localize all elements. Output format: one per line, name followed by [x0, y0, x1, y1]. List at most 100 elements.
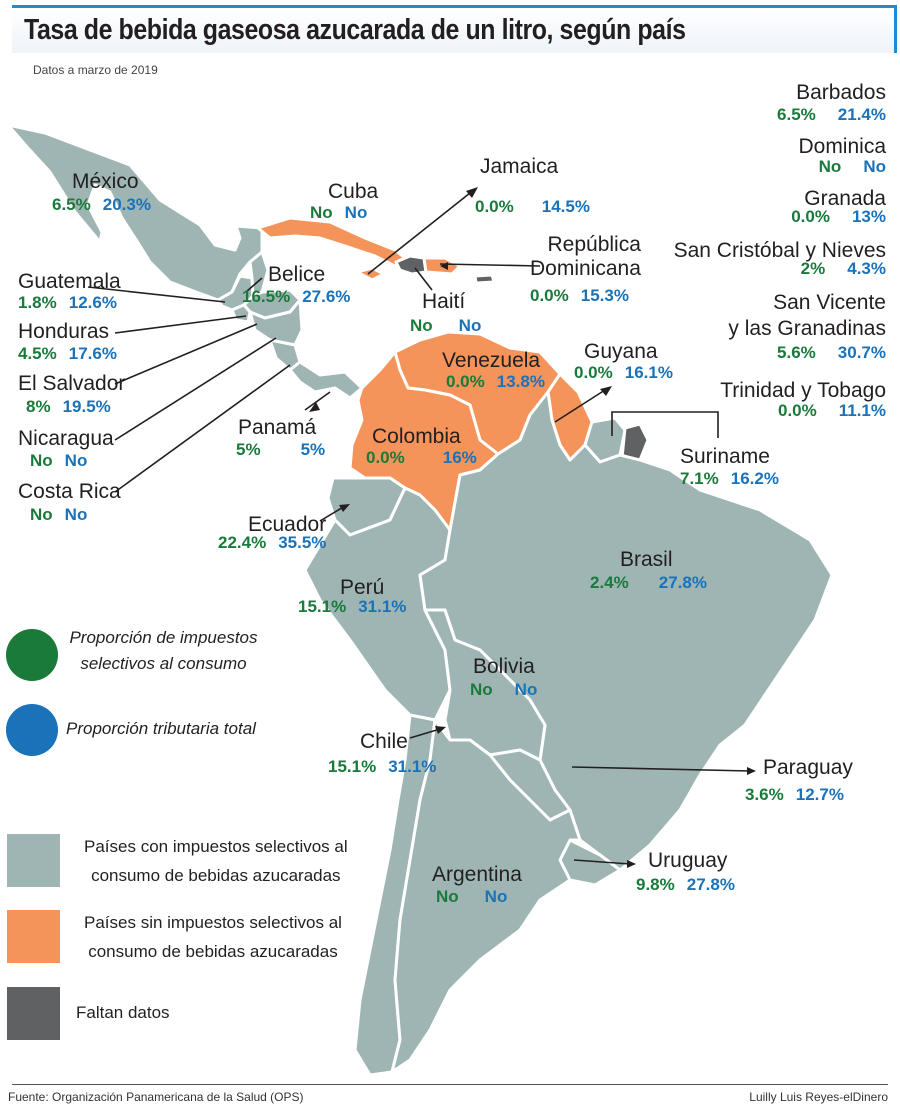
region-jamaica [355, 266, 386, 282]
total-value: 31.1% [358, 597, 407, 616]
excise-value: 0.0% [446, 372, 485, 391]
total-value: 27.8% [658, 573, 707, 592]
country-values-el-salvador: 8% 19.5% [26, 397, 111, 417]
country-values-suriname: 7.1% 16.2% [680, 469, 779, 489]
country-name-el-salvador: El Salvador [18, 372, 126, 395]
excise-value: 5% [236, 440, 261, 459]
region-haiti [394, 254, 428, 276]
region-guayana-francesa [620, 422, 650, 462]
country-values-honduras: 4.5% 17.6% [18, 344, 117, 364]
leader-lines [87, 192, 751, 865]
legend-no-data-swatch [7, 987, 60, 1040]
country-name-suriname: Suriname [680, 445, 770, 468]
excise-value: 0.0% [574, 363, 613, 382]
country-name-guyana: Guyana [584, 340, 658, 363]
total-value: 27.6% [302, 287, 351, 306]
country-name-venezuela: Venezuela [442, 349, 541, 372]
country-values-ecuador: 22.4% 35.5% [218, 533, 326, 553]
total-value: 13.8% [496, 372, 545, 391]
total-value: 16% [442, 448, 477, 467]
total-value: No [458, 316, 482, 335]
excise-value: 9.8% [636, 875, 675, 894]
country-name-peru: Perú [340, 576, 385, 599]
excise-value: 7.1% [680, 469, 719, 488]
country-values-peru: 15.1% 31.1% [298, 597, 406, 617]
excise-value: 5.6% [777, 343, 816, 362]
region-panama [288, 360, 364, 400]
country-name-uruguay: Uruguay [648, 849, 728, 872]
country-values-costa-rica: No No [30, 505, 87, 525]
country-name-chile: Chile [360, 730, 408, 753]
legend-excise-dot [6, 629, 58, 681]
region-nicaragua [248, 298, 304, 347]
country-values-paraguay: 3.6% 12.7% [745, 785, 844, 805]
total-value: No [484, 887, 508, 906]
excise-value: No [818, 157, 842, 176]
excise-value: 6.5% [777, 105, 816, 124]
country-name-guatemala: Guatemala [18, 270, 121, 293]
country-values-guyana: 0.0% 16.1% [574, 363, 673, 383]
country-values-jamaica: 0.0% 14.5% [475, 197, 590, 217]
country-values-haiti: No No [410, 316, 481, 336]
excise-value: No [30, 451, 53, 470]
total-value: No [64, 451, 88, 470]
total-value: No [64, 505, 88, 524]
excise-value: 22.4% [218, 533, 267, 552]
total-value: 12.6% [68, 293, 117, 312]
leader-arrowheads [309, 187, 756, 868]
country-name-panama: Panamá [238, 416, 317, 439]
legend-excise-label: Proporción de impuestos selectivos al co… [69, 628, 258, 673]
total-value: 15.3% [580, 286, 629, 305]
total-value: 19.5% [62, 397, 111, 416]
subtitle: Datos a marzo de 2019 [33, 63, 158, 77]
island-values: 2% 4.3% [801, 259, 886, 279]
country-values-mexico: 6.5% 20.3% [52, 195, 151, 215]
total-value: 30.7% [837, 343, 886, 362]
excise-value: No [410, 316, 433, 335]
total-value: No [344, 203, 368, 222]
country-values-bolivia: No No [470, 680, 537, 700]
island-name: San Vicente y las Granadinas [728, 291, 886, 340]
excise-value: No [470, 680, 493, 699]
total-value: 14.5% [541, 197, 590, 216]
total-value: 17.6% [68, 344, 117, 363]
excise-value: 0.0% [791, 207, 830, 226]
country-name-brasil: Brasil [620, 548, 673, 571]
country-name-nicaragua: Nicaragua [18, 427, 114, 450]
country-name-cuba: Cuba [328, 180, 379, 203]
total-value: 4.3% [847, 259, 886, 278]
region-argentina [390, 718, 582, 1074]
country-name-belice: Belice [268, 263, 326, 286]
country-values-uruguay: 9.8% 27.8% [636, 875, 735, 895]
country-name-bolivia: Bolivia [473, 655, 535, 678]
region-puerto-rico [473, 273, 496, 285]
country-values-belice: 16.5% 27.6% [242, 287, 350, 307]
island-name: Granada [804, 187, 886, 210]
country-name-haiti: Haití [422, 290, 466, 313]
island-values: 5.6% 30.7% [777, 343, 886, 363]
legend-total-label: Proporción tributaria total [66, 719, 256, 738]
island-values: 6.5% 21.4% [777, 105, 886, 125]
island-name: Dominica [798, 135, 886, 158]
country-values-guatemala: 1.8% 12.6% [18, 293, 117, 313]
island-values: No No [819, 157, 886, 177]
total-value: 16.1% [624, 363, 673, 382]
country-values-republica-dominicana: 0.0% 15.3% [530, 286, 629, 306]
country-values-argentina: No No [436, 887, 507, 907]
legend-without-tax-swatch [7, 910, 60, 963]
total-value: 27.8% [686, 875, 735, 894]
country-values-colombia: 0.0% 16% [366, 448, 477, 468]
total-value: 12.7% [795, 785, 844, 804]
total-value: 5% [300, 440, 326, 459]
legend-with-tax-swatch [7, 834, 60, 887]
total-value: 11.1% [838, 401, 886, 420]
total-value: No [863, 157, 886, 176]
island-name: San Cristóbal y Nieves [673, 239, 886, 262]
excise-value: 0.0% [475, 197, 514, 216]
legend-no-data-label: Faltan datos [76, 1003, 170, 1022]
excise-value: 15.1% [328, 757, 377, 776]
country-name-colombia: Colombia [372, 425, 461, 448]
country-values-brasil: 2.4% 27.8% [590, 573, 707, 593]
source-note: Fuente: Organización Panamericana de la … [8, 1090, 304, 1104]
